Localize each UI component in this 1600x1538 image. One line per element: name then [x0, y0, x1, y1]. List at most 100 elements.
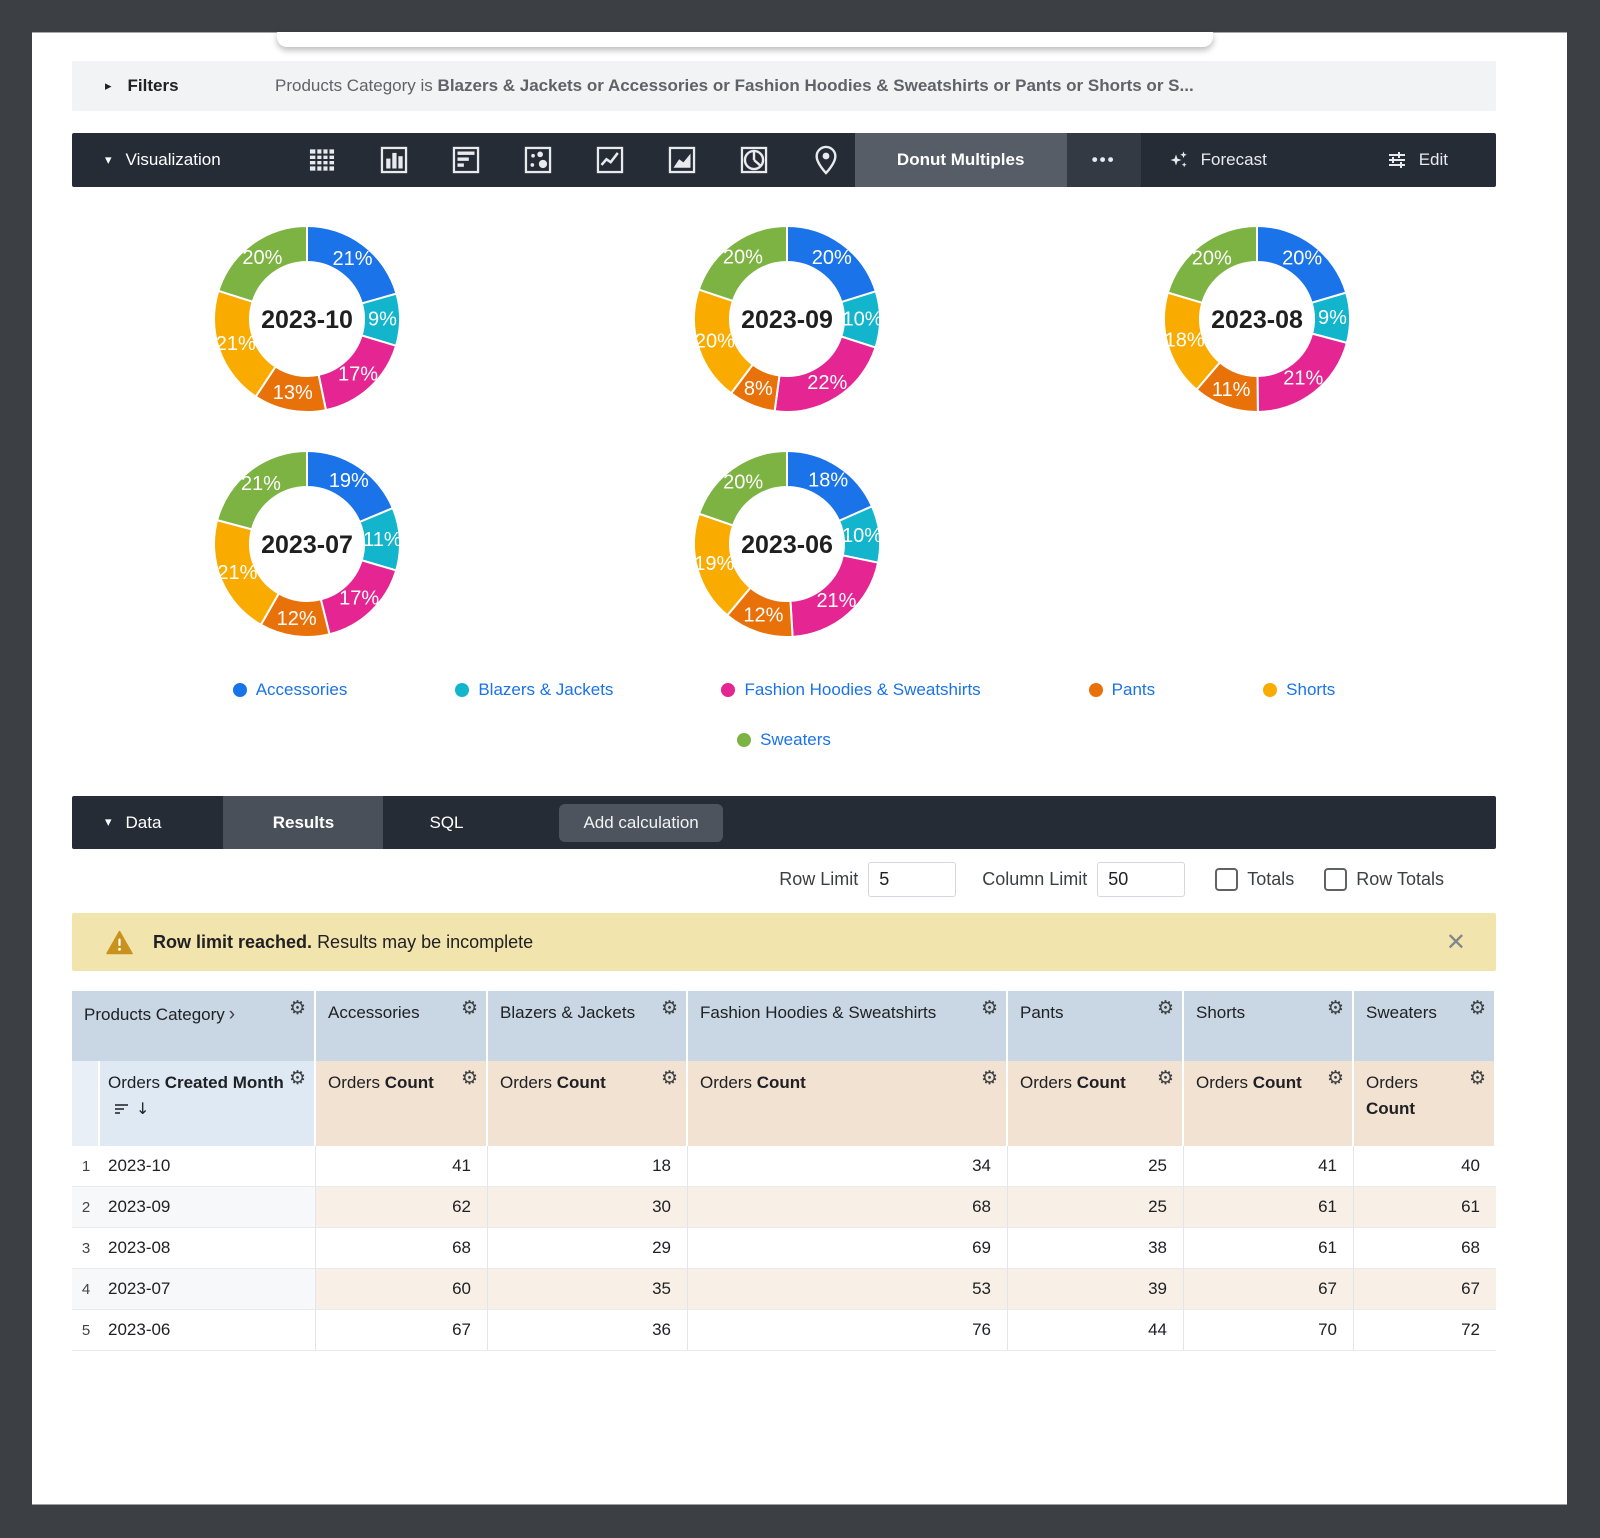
value-cell[interactable]: 68 [1354, 1228, 1496, 1269]
column-header-Accessories[interactable]: Accessories ⚙ [316, 991, 488, 1061]
donut-slice-Sweaters[interactable] [215, 449, 308, 531]
dimension-cell-2023-08[interactable]: 2023-08 [100, 1228, 316, 1269]
gear-icon[interactable]: ⚙ [980, 997, 998, 1019]
value-cell[interactable]: 25 [1008, 1146, 1184, 1187]
value-cell[interactable]: 41 [316, 1146, 488, 1187]
column-chart-icon[interactable] [377, 143, 411, 177]
donut-slice-Sweaters[interactable] [697, 449, 788, 527]
donut-slice-Sweaters[interactable] [697, 224, 788, 303]
legend-item-Accessories[interactable]: Accessories [232, 680, 347, 700]
value-cell[interactable]: 68 [316, 1228, 488, 1269]
column-header-Fashion Hoodies & Sweatshirts[interactable]: Fashion Hoodies & Sweatshirts ⚙ [688, 991, 1008, 1061]
dimension-cell-2023-10[interactable]: 2023-10 [100, 1146, 316, 1187]
dimension-cell-2023-09[interactable]: 2023-09 [100, 1187, 316, 1228]
sort-direction-arrow-icon[interactable]: ↓ [136, 1099, 150, 1119]
gear-icon[interactable]: ⚙ [1326, 997, 1344, 1019]
value-cell[interactable]: 41 [1184, 1146, 1354, 1187]
value-cell[interactable]: 18 [488, 1146, 688, 1187]
value-cell[interactable]: 67 [1354, 1269, 1496, 1310]
value-cell[interactable]: 39 [1008, 1269, 1184, 1310]
value-cell[interactable]: 36 [488, 1310, 688, 1351]
selected-chart-type-button[interactable]: Donut Multiples [854, 133, 1067, 187]
caret-down-icon[interactable]: ▾ [105, 815, 112, 830]
gear-icon[interactable]: ⚙ [1326, 1067, 1344, 1089]
legend-item-Shorts[interactable]: Shorts [1263, 680, 1335, 700]
totals-checkbox[interactable] [1215, 867, 1239, 891]
donut-chart-2023-09[interactable]: 20% 10% 22% 8% 20% 20% 2023-09 [687, 219, 887, 419]
tab-sql[interactable]: SQL [429, 812, 464, 832]
value-cell[interactable]: 40 [1354, 1146, 1496, 1187]
value-cell[interactable]: 44 [1008, 1310, 1184, 1351]
row-totals-checkbox[interactable] [1324, 867, 1348, 891]
donut-chart-2023-06[interactable]: 18% 10% 21% 12% 19% 20% 2023-06 [687, 444, 887, 644]
bar-chart-icon[interactable] [449, 143, 483, 177]
legend-item-Fashion Hoodies & Sweatshirts[interactable]: Fashion Hoodies & Sweatshirts [721, 680, 981, 700]
subheader-orders-count-Sweaters[interactable]: Orders Count ⚙ [1354, 1061, 1496, 1146]
value-cell[interactable]: 30 [488, 1187, 688, 1228]
add-calculation-button[interactable]: Add calculation [559, 803, 723, 842]
caret-right-icon[interactable]: ▸ [105, 78, 112, 94]
value-cell[interactable]: 29 [488, 1228, 688, 1269]
value-cell[interactable]: 61 [1184, 1187, 1354, 1228]
subheader-orders-count-Shorts[interactable]: Orders Count ⚙ [1184, 1061, 1354, 1146]
column-header-Blazers & Jackets[interactable]: Blazers & Jackets ⚙ [488, 991, 688, 1061]
column-header-Pants[interactable]: Pants ⚙ [1008, 991, 1184, 1061]
subheader-orders-count-Pants[interactable]: Orders Count ⚙ [1008, 1061, 1184, 1146]
value-cell[interactable]: 35 [488, 1269, 688, 1310]
line-chart-icon[interactable] [593, 143, 627, 177]
value-cell[interactable]: 76 [688, 1310, 1008, 1351]
value-cell[interactable]: 69 [688, 1228, 1008, 1269]
gear-icon[interactable]: ⚙ [288, 1067, 306, 1089]
gear-icon[interactable]: ⚙ [1156, 1067, 1174, 1089]
table-chart-icon[interactable] [305, 143, 339, 177]
gear-icon[interactable]: ⚙ [660, 997, 678, 1019]
value-cell[interactable]: 61 [1354, 1187, 1496, 1228]
forecast-button[interactable]: Forecast [1167, 148, 1267, 172]
area-chart-icon[interactable] [665, 143, 699, 177]
edit-button[interactable]: Edit [1385, 148, 1448, 172]
value-cell[interactable]: 67 [316, 1310, 488, 1351]
value-cell[interactable]: 70 [1184, 1310, 1354, 1351]
donut-chart-2023-07[interactable]: 19%11%17%12%21%21%2023-07 [207, 444, 407, 644]
value-cell[interactable]: 62 [316, 1187, 488, 1228]
value-cell[interactable]: 67 [1184, 1269, 1354, 1310]
value-cell[interactable]: 72 [1354, 1310, 1496, 1351]
column-header-Sweaters[interactable]: Sweaters ⚙ [1354, 991, 1496, 1061]
value-cell[interactable]: 68 [688, 1187, 1008, 1228]
caret-down-icon[interactable]: ▾ [105, 152, 112, 168]
gear-icon[interactable]: ⚙ [460, 1067, 478, 1089]
close-icon[interactable]: ✕ [1445, 928, 1466, 956]
chevron-right-icon[interactable]: › [228, 1004, 236, 1025]
sort-icon[interactable] [114, 1098, 131, 1124]
dimension-cell-2023-07[interactable]: 2023-07 [100, 1269, 316, 1310]
dimension-cell-2023-06[interactable]: 2023-06 [100, 1310, 316, 1351]
subheader-orders-created-month[interactable]: Orders Created Month ↓ ⚙ [100, 1061, 316, 1146]
gear-icon[interactable]: ⚙ [980, 1067, 998, 1089]
column-header-products-category[interactable]: Products Category › ⚙ [72, 991, 316, 1061]
gear-icon[interactable]: ⚙ [288, 997, 306, 1019]
donut-slice-Sweaters[interactable] [217, 224, 308, 303]
subheader-orders-count-Blazers & Jackets[interactable]: Orders Count ⚙ [488, 1061, 688, 1146]
value-cell[interactable]: 34 [688, 1146, 1008, 1187]
gear-icon[interactable]: ⚙ [460, 997, 478, 1019]
value-cell[interactable]: 38 [1008, 1228, 1184, 1269]
donut-chart-2023-10[interactable]: 21% 9% 17% 13% 21% 20% 2023-10 [207, 219, 407, 419]
legend-item-Sweaters[interactable]: Sweaters [737, 730, 831, 750]
scatter-chart-icon[interactable] [521, 143, 555, 177]
more-chart-types-button[interactable]: ••• [1066, 133, 1141, 187]
filters-bar[interactable]: ▸ Filters Products Category is Blazers &… [72, 61, 1496, 111]
value-cell[interactable]: 25 [1008, 1187, 1184, 1228]
donut-chart-2023-08[interactable]: 20% 9% 21% 11% 18% 20% 2023-08 [1157, 219, 1357, 419]
row-limit-input[interactable] [868, 861, 957, 897]
value-cell[interactable]: 53 [688, 1269, 1008, 1310]
gear-icon[interactable]: ⚙ [1468, 997, 1486, 1019]
map-chart-icon[interactable] [809, 143, 843, 177]
subheader-orders-count-Fashion Hoodies & Sweatshirts[interactable]: Orders Count ⚙ [688, 1061, 1008, 1146]
value-cell[interactable]: 61 [1184, 1228, 1354, 1269]
donut-slice-Sweaters[interactable] [1166, 224, 1258, 305]
gear-icon[interactable]: ⚙ [660, 1067, 678, 1089]
column-header-Shorts[interactable]: Shorts ⚙ [1184, 991, 1354, 1061]
gear-icon[interactable]: ⚙ [1468, 1067, 1486, 1089]
value-cell[interactable]: 60 [316, 1269, 488, 1310]
gear-icon[interactable]: ⚙ [1156, 997, 1174, 1019]
